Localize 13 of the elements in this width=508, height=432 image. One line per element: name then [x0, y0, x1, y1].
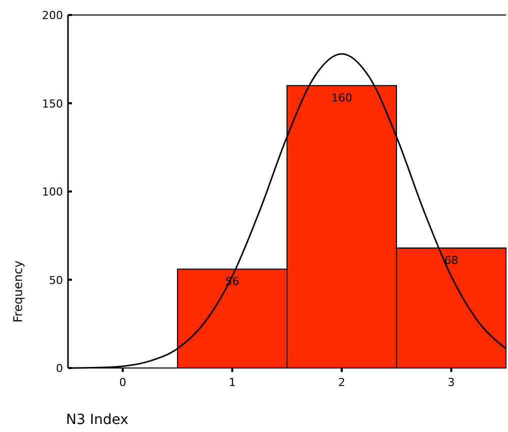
- x-axis-title: N3 Index: [66, 412, 128, 428]
- y-tick-label: 100: [42, 186, 63, 198]
- x-tick-label: 1: [228, 376, 236, 389]
- x-tick-label: 2: [338, 376, 346, 389]
- y-tick-label: 50: [49, 274, 63, 287]
- x-tick-label: 3: [448, 376, 455, 389]
- y-tick-label: 0: [56, 362, 63, 375]
- x-tick-label: 0: [119, 376, 126, 389]
- y-axis-title: Frequency: [11, 260, 25, 322]
- data-label: 68: [444, 254, 458, 267]
- y-tick-label: 150: [42, 97, 63, 110]
- y-tick-label: 200: [42, 9, 63, 22]
- data-label: 160: [331, 92, 352, 105]
